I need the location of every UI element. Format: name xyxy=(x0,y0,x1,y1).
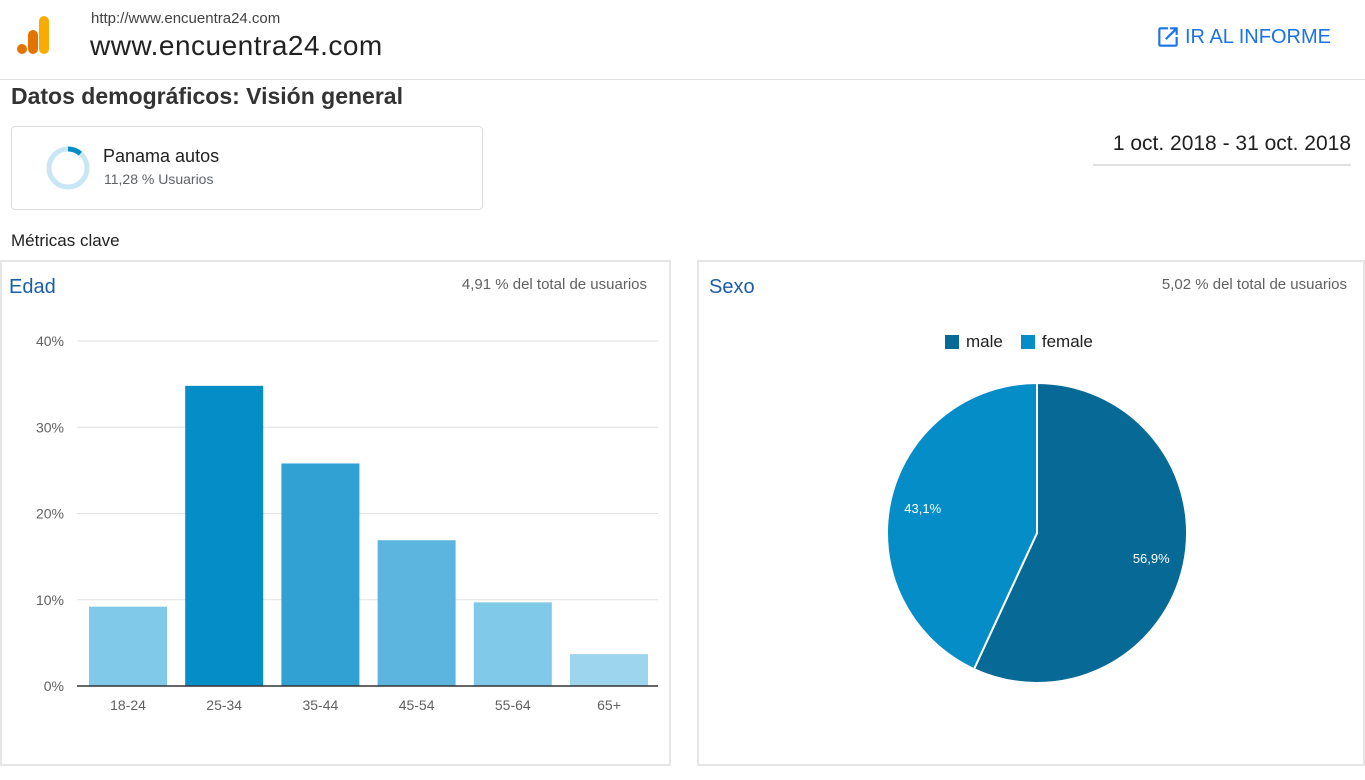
y-tick-label: 30% xyxy=(36,419,64,435)
key-metrics-label: Métricas clave xyxy=(11,231,120,250)
pie-label-female: 43,1% xyxy=(904,501,941,516)
go-to-report-button[interactable]: IR AL INFORME xyxy=(1155,24,1331,50)
header-divider xyxy=(0,79,1365,80)
site-name: www.encuentra24.com xyxy=(90,30,383,61)
sex-panel xyxy=(697,260,1365,766)
x-tick-label: 45-54 xyxy=(399,697,435,713)
bar-65+[interactable] xyxy=(570,654,648,686)
sex-panel-title[interactable]: Sexo xyxy=(709,276,755,298)
bar-45-54[interactable] xyxy=(377,540,456,686)
go-to-report-label: IR AL INFORME xyxy=(1185,25,1331,48)
female-swatch xyxy=(1020,335,1035,349)
page-title: Datos demográficos: Visión general xyxy=(11,83,403,109)
pie-slice-female[interactable] xyxy=(886,381,1038,671)
sex-pie-chart: 56,9% 43,1% xyxy=(886,381,1188,684)
bar-18-24[interactable] xyxy=(89,606,167,686)
date-range-selector[interactable]: 1 oct. 2018 - 31 oct. 2018 xyxy=(1093,132,1351,166)
segment-ring-icon xyxy=(45,145,91,191)
y-tick-label: 0% xyxy=(44,678,64,694)
x-tick-label: 25-34 xyxy=(206,697,242,713)
legend-label-male: male xyxy=(966,332,1003,351)
sex-legend: male female xyxy=(945,332,1093,352)
y-tick-label: 20% xyxy=(36,506,64,522)
analytics-logo-icon xyxy=(17,14,53,58)
open-in-new-icon xyxy=(1158,27,1178,47)
y-tick-label: 10% xyxy=(36,592,64,608)
pie-slice-male[interactable] xyxy=(972,381,1188,684)
x-tick-label: 55-64 xyxy=(495,697,531,713)
age-panel-subtitle: 4,91 % del total de usuarios xyxy=(461,276,647,293)
age-bar-chart: 0% 10% 20% 30% 40% 18-24 25-34 35-44 45-54 55-64 6… xyxy=(36,333,658,713)
bar-55-64[interactable] xyxy=(473,602,552,686)
segment-name: Panama autos xyxy=(103,146,220,166)
segment-users-percent: 11,28 % Usuarios xyxy=(104,171,214,187)
age-panel-title[interactable]: Edad xyxy=(9,276,56,298)
legend-item-male[interactable]: male xyxy=(945,332,1003,352)
bar-35-44[interactable] xyxy=(281,463,360,686)
x-tick-label: 18-24 xyxy=(110,697,146,713)
legend-item-female[interactable]: female xyxy=(1020,332,1093,352)
age-panel xyxy=(0,260,671,766)
segment-card[interactable] xyxy=(11,126,483,210)
x-tick-label: 65+ xyxy=(597,697,621,713)
sex-panel-subtitle: 5,02 % del total de usuarios xyxy=(1161,276,1347,293)
site-url: http://www.encuentra24.com xyxy=(91,10,281,27)
legend-label-female: female xyxy=(1041,332,1093,351)
bar-25-34[interactable] xyxy=(185,385,264,686)
y-tick-label: 40% xyxy=(36,333,64,349)
pie-label-male: 56,9% xyxy=(1133,551,1170,566)
x-tick-label: 35-44 xyxy=(302,697,338,713)
male-swatch xyxy=(945,335,959,349)
